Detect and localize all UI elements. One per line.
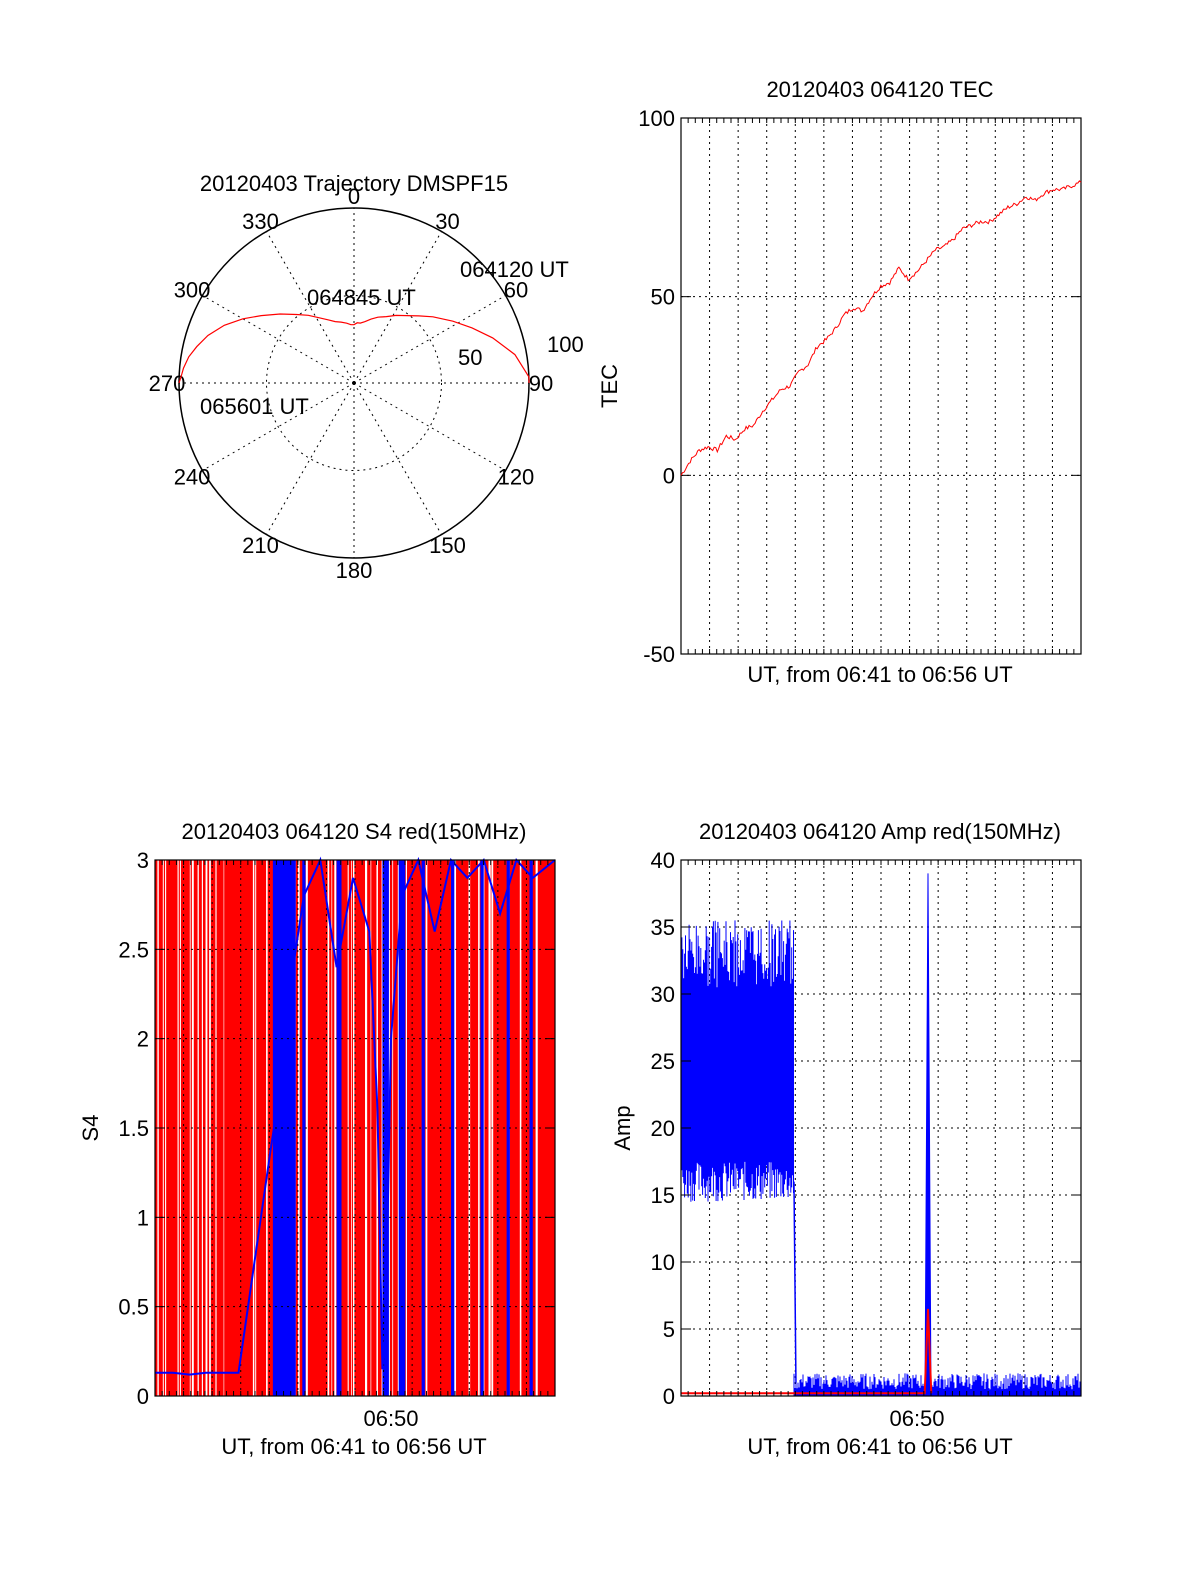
trajectory-start-label: 064120 UT: [460, 257, 569, 282]
s4-y-ticks: 0 0.5 1 1.5 2 2.5 3: [118, 848, 555, 1409]
y-tick-label: 50: [651, 285, 675, 310]
polar-spoke: [266, 231, 355, 384]
y-tick-label: 20: [651, 1116, 675, 1141]
polar-spoke: [353, 382, 442, 535]
polar-angle-label: 330: [242, 209, 279, 234]
tec-y-ticks: -50 0 50 100: [638, 106, 1081, 667]
tec-x-label: UT, from 06:41 to 06:56 UT: [747, 662, 1012, 687]
amp-y-ticks: 0 5 10 15 20 25 30 35 40: [651, 848, 1081, 1409]
s4-blue-band: [451, 860, 455, 1396]
s4-blue-band: [336, 860, 342, 1396]
tec-plot-frame: [680, 117, 1082, 655]
y-tick-label: 1.5: [118, 1116, 149, 1141]
y-tick-label: 0: [663, 463, 675, 488]
s4-blue-band: [480, 860, 484, 1396]
y-tick-label: 40: [651, 848, 675, 873]
s4-blue-series-line: [155, 856, 556, 1376]
y-tick-label: 3: [137, 848, 149, 873]
amp-blue-drop: [793, 1181, 797, 1383]
polar-angle-label: 0: [348, 184, 360, 209]
polar-spoke: [266, 382, 355, 535]
tec-series-line: [680, 180, 1082, 476]
s4-blue-band: [272, 860, 296, 1396]
amp-title: 20120403 064120 Amp red(150MHz): [699, 819, 1061, 844]
polar-spoke: [353, 295, 506, 384]
y-tick-label: 0.5: [118, 1295, 149, 1320]
amp-blue-band: [680, 920, 794, 1202]
s4-blue-band: [382, 860, 389, 1396]
s4-blue-band: [506, 860, 510, 1396]
polar-angle-label: 60: [504, 278, 528, 303]
s4-blue-band: [302, 860, 306, 1396]
polar-angle-label: 30: [435, 209, 459, 234]
polar-angle-label: 240: [174, 465, 211, 490]
amp-y-label: Amp: [610, 1105, 635, 1150]
polar-inner-circle: [266, 295, 442, 471]
polar-angle-label: 300: [174, 278, 211, 303]
s4-blue-band: [529, 860, 533, 1396]
polar-angle-label: 120: [498, 465, 535, 490]
amp-blue-tail: [793, 1373, 1082, 1396]
y-tick-label: 1: [137, 1205, 149, 1230]
amp-x-tick-0650: 06:50: [889, 1406, 944, 1431]
y-tick-label: 15: [651, 1183, 675, 1208]
tec-panel: 20120403 064120 TEC -50 0 50 100 UT, from 0…: [597, 77, 1082, 687]
trajectory-title: 20120403 Trajectory DMSPF15: [200, 171, 508, 196]
trajectory-line: [178, 313, 530, 384]
s4-title: 20120403 064120 S4 red(150MHz): [182, 819, 527, 844]
s4-x-tick-0650: 06:50: [363, 1406, 418, 1431]
s4-blue-band: [421, 860, 425, 1396]
y-tick-label: 2.5: [118, 937, 149, 962]
amp-red-series-line: [681, 1308, 933, 1395]
trajectory-mid-label: 064845 UT: [307, 285, 416, 310]
polar-angle-label: 150: [429, 533, 466, 558]
s4-y-label: S4: [78, 1115, 103, 1142]
tec-title: 20120403 064120 TEC: [766, 77, 993, 102]
y-tick-label: 30: [651, 982, 675, 1007]
y-tick-label: -50: [643, 642, 675, 667]
s4-panel: 20120403 064120 S4 red(150MHz) 0 0.5 1 1.5 2…: [78, 819, 556, 1459]
polar-angle-label: 270: [149, 371, 186, 396]
y-tick-label: 0: [663, 1384, 675, 1409]
y-tick-label: 10: [651, 1250, 675, 1275]
polar-spoke: [202, 295, 355, 384]
polar-angle-label: 90: [529, 371, 553, 396]
polar-spoke: [353, 231, 442, 384]
polar-radius-label-50: 50: [458, 345, 482, 370]
polar-angle-label: 210: [242, 533, 279, 558]
y-tick-label: 2: [137, 1027, 149, 1052]
polar-radius-label-100: 100: [547, 332, 584, 357]
polar-spoke: [202, 382, 355, 471]
polar-spoke: [353, 382, 506, 471]
y-tick-label: 35: [651, 915, 675, 940]
tec-grid: [681, 117, 1081, 655]
amp-panel: 20120403 064120 Amp red(150MHz) 0 5 10 15 20…: [610, 819, 1082, 1459]
trajectory-end-label: 065601 UT: [200, 394, 309, 419]
polar-angle-label: 180: [336, 558, 373, 583]
y-tick-label: 5: [663, 1317, 675, 1342]
y-tick-label: 25: [651, 1049, 675, 1074]
trajectory-panel: 20120403 Trajectory DMSPF15 0 30 60 90 120 15…: [149, 171, 584, 583]
amp-x-label: UT, from 06:41 to 06:56 UT: [747, 1434, 1012, 1459]
tec-y-label: TEC: [597, 364, 622, 408]
y-tick-label: 0: [137, 1384, 149, 1409]
s4-x-label: UT, from 06:41 to 06:56 UT: [221, 1434, 486, 1459]
y-tick-label: 100: [638, 106, 675, 131]
polar-angle-labels: 0 30 60 90 120 150 180 210 240 270 300 330: [149, 184, 554, 583]
